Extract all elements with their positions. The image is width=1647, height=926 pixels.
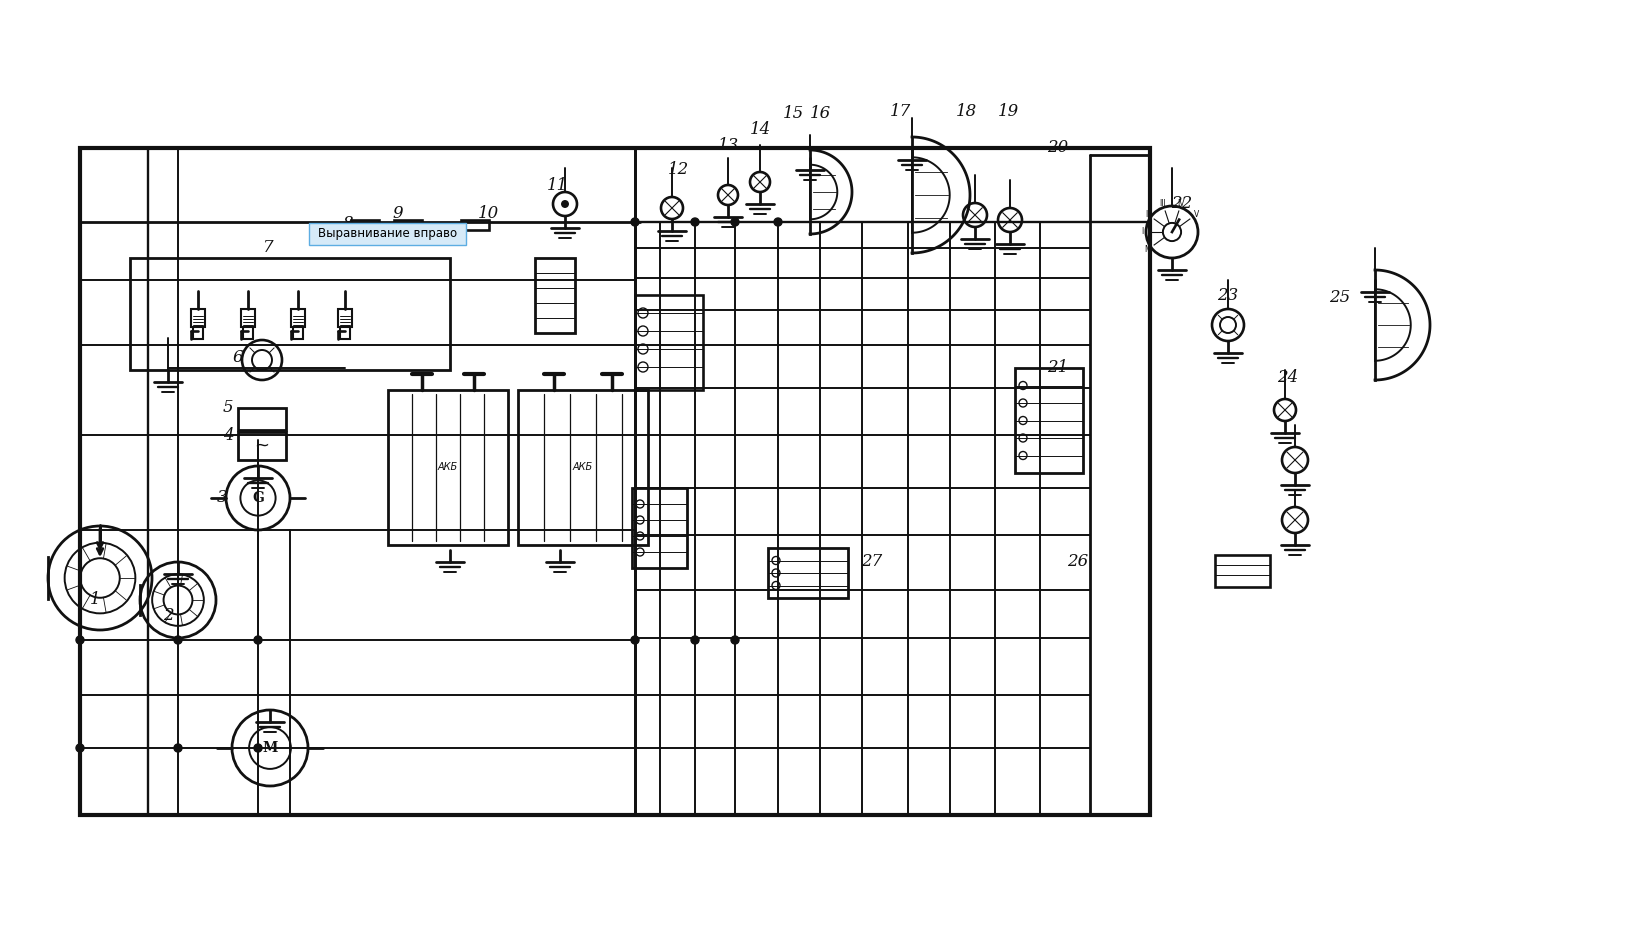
Text: G: G (252, 491, 264, 505)
Circle shape (692, 636, 698, 644)
Text: IV: IV (1178, 199, 1184, 208)
Bar (338, 309, 352, 327)
Bar (632, 488, 687, 568)
Circle shape (76, 636, 84, 644)
Circle shape (175, 744, 183, 752)
Bar (81, 148, 1150, 815)
Text: 19: 19 (998, 104, 1018, 120)
Bar (130, 258, 450, 370)
Bar (244, 327, 254, 339)
Bar (389, 390, 507, 545)
Bar (519, 390, 647, 545)
Text: 6: 6 (232, 349, 244, 367)
Circle shape (562, 201, 568, 207)
Text: M: M (262, 741, 278, 755)
Text: 10: 10 (478, 206, 499, 222)
Text: 2: 2 (163, 607, 173, 623)
Bar (768, 548, 848, 598)
Bar (351, 220, 379, 230)
Text: M: M (1145, 245, 1151, 254)
Text: 12: 12 (667, 161, 688, 179)
Circle shape (175, 636, 183, 644)
Text: 11: 11 (547, 177, 568, 194)
Bar (535, 258, 575, 333)
Circle shape (731, 218, 740, 226)
Text: 22: 22 (1171, 195, 1192, 212)
Text: Выравнивание вправо: Выравнивание вправо (318, 228, 458, 241)
Text: 16: 16 (809, 106, 830, 122)
Bar (461, 220, 489, 230)
Circle shape (254, 636, 262, 644)
Bar (394, 220, 422, 230)
Circle shape (631, 218, 639, 226)
Text: 13: 13 (718, 136, 738, 154)
Text: II: II (1146, 210, 1150, 219)
Text: 18: 18 (955, 104, 977, 120)
Bar (636, 295, 703, 390)
Text: 3: 3 (217, 490, 227, 507)
Text: 23: 23 (1217, 286, 1239, 304)
Text: 5: 5 (222, 399, 234, 417)
Text: III: III (1159, 199, 1166, 208)
Text: I: I (1141, 228, 1143, 236)
Circle shape (731, 636, 740, 644)
Circle shape (76, 744, 84, 752)
Text: 27: 27 (861, 554, 883, 570)
Bar (1015, 368, 1084, 473)
Circle shape (692, 218, 698, 226)
Text: 9: 9 (392, 206, 404, 222)
Text: ~: ~ (255, 437, 270, 455)
Text: 26: 26 (1067, 554, 1089, 570)
Text: 4: 4 (222, 427, 234, 444)
FancyBboxPatch shape (310, 223, 466, 245)
Circle shape (254, 744, 262, 752)
Text: 20: 20 (1047, 140, 1069, 156)
Bar (293, 327, 303, 339)
Text: 14: 14 (749, 121, 771, 139)
Bar (191, 309, 204, 327)
Bar (292, 309, 305, 327)
Circle shape (631, 636, 639, 644)
Text: АКБ: АКБ (573, 462, 593, 472)
Circle shape (774, 218, 782, 226)
Bar (239, 432, 287, 460)
Text: 24: 24 (1278, 369, 1298, 386)
Bar (1215, 555, 1270, 587)
Text: 8: 8 (343, 215, 354, 232)
Bar (339, 327, 351, 339)
Bar (240, 309, 255, 327)
Text: 1: 1 (89, 592, 100, 608)
Text: 25: 25 (1329, 290, 1351, 307)
Text: 15: 15 (782, 106, 804, 122)
Text: V: V (1194, 210, 1199, 219)
Text: 17: 17 (889, 104, 911, 120)
Bar (636, 148, 1150, 815)
Text: 21: 21 (1047, 359, 1069, 377)
Bar (239, 408, 287, 430)
Bar (193, 327, 203, 339)
Text: АКБ: АКБ (438, 462, 458, 472)
Text: 7: 7 (262, 240, 273, 257)
